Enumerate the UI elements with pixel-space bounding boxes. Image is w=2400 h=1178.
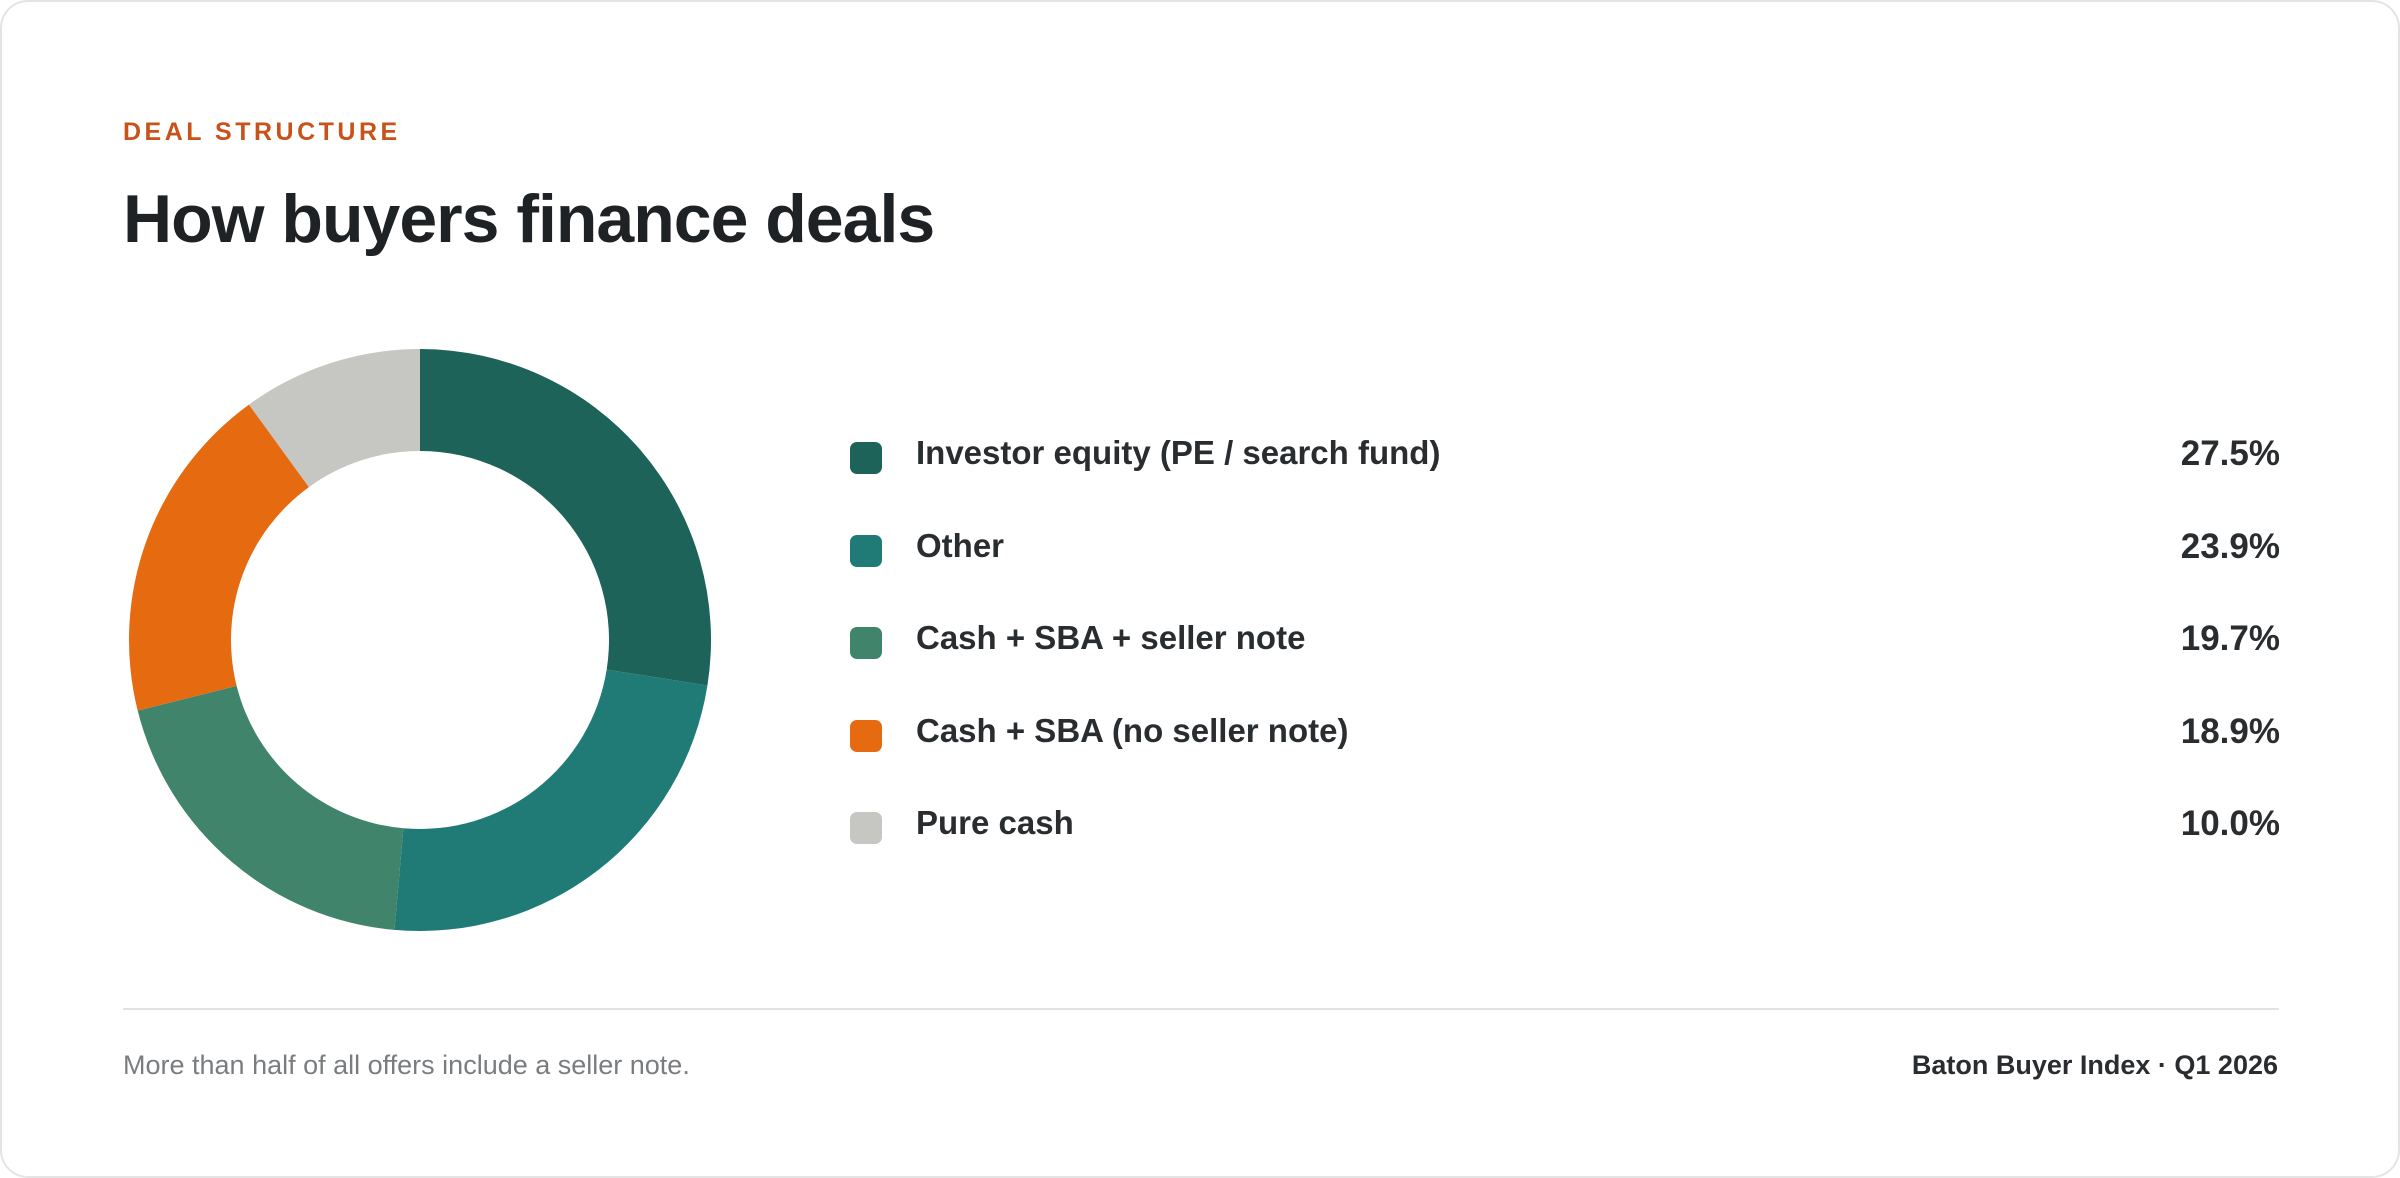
legend-swatch: [850, 719, 882, 752]
legend-value: 27.5%: [2180, 434, 2280, 473]
legend-label: Investor equity (PE / search fund): [916, 434, 1441, 471]
legend-item: Other 23.9%: [850, 519, 2280, 612]
legend-item: Cash + SBA (no seller note) 18.9%: [850, 704, 2280, 797]
donut-slice: [137, 685, 404, 930]
legend-value: 23.9%: [2180, 526, 2280, 566]
chart-title: How buyers finance deals: [123, 181, 935, 257]
legend-item: Investor equity (PE / search fund) 27.5%: [850, 426, 2280, 519]
legend-swatch: [850, 442, 882, 474]
donut-chart: [128, 349, 711, 932]
legend-value: 19.7%: [2180, 619, 2280, 658]
legend-value: 10.0%: [2180, 804, 2280, 843]
legend-label: Cash + SBA (no seller note): [916, 711, 1349, 749]
data-source: Baton Buyer Index · Q1 2026: [1911, 1050, 2278, 1080]
legend-label: Other: [916, 526, 1005, 564]
chart-legend: Investor equity (PE / search fund) 27.5% O…: [850, 426, 2280, 889]
footer-divider: [123, 1008, 2279, 1010]
donut-slice: [394, 669, 708, 932]
legend-swatch: [850, 812, 882, 844]
legend-value: 18.9%: [2180, 711, 2280, 751]
legend-item: Pure cash 10.0%: [850, 796, 2280, 889]
legend-swatch: [850, 627, 882, 659]
legend-label: Cash + SBA + seller note: [916, 619, 1306, 656]
footer-note: More than half of all offers include a s…: [123, 1050, 690, 1080]
section-eyebrow: DEAL STRUCTURE: [123, 118, 401, 146]
legend-label: Pure cash: [916, 804, 1074, 841]
donut-slice: [248, 349, 420, 488]
legend-swatch: [850, 534, 882, 567]
legend-item: Cash + SBA + seller note 19.7%: [850, 611, 2280, 704]
donut-slice: [420, 349, 711, 686]
donut-slice: [128, 404, 309, 711]
